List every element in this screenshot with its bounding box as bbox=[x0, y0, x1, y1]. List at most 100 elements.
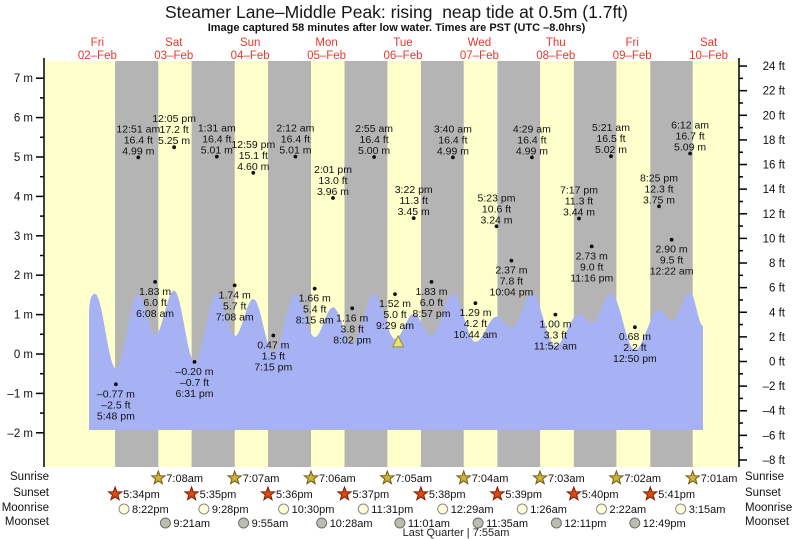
axis-tick-label: 4 ft bbox=[769, 307, 786, 319]
low-tide-label: 1.52 m 5.0 ft 9:29 am bbox=[376, 298, 414, 332]
axis-tick-label: 10 ft bbox=[763, 233, 786, 245]
axis-tick-label: 18 ft bbox=[763, 135, 786, 147]
right-axis: 24 ft 22 ft 20 ft 18 ft 16 ft 14 ft 12 ft 10 ft… bbox=[738, 58, 786, 467]
sunrise-icon bbox=[532, 469, 549, 485]
axis-tick-label: 6 ft bbox=[769, 283, 786, 295]
tide-event-dot bbox=[251, 170, 256, 175]
high-tide-label: 8:25 pm 12.3 ft 3.75 m bbox=[640, 172, 678, 206]
tide-event-dot bbox=[114, 382, 118, 387]
low-tide-label: 1.00 m 3.3 ft 11:52 am bbox=[534, 319, 577, 353]
low-tide-label: –0.20 m –0.7 ft 6:31 pm bbox=[176, 366, 214, 400]
axis-tick-label: 8 ft bbox=[769, 258, 786, 270]
moonrise-row-label-left: Moonrise bbox=[1, 502, 49, 514]
moonrise-time: 8:22pm bbox=[132, 504, 169, 516]
sunset-time: 5:35pm bbox=[200, 489, 237, 501]
tide-event-dot bbox=[372, 155, 376, 159]
moonset-icon bbox=[394, 517, 406, 529]
moonrise-icon bbox=[596, 503, 607, 515]
tide-curve bbox=[89, 290, 703, 430]
tide-event-dot bbox=[429, 280, 434, 284]
sunrise-time: 7:03am bbox=[548, 473, 585, 485]
date-header: Tue 06–Feb bbox=[383, 37, 423, 62]
moonrise-time: 10:30pm bbox=[292, 504, 335, 516]
axis-tick-label: 14 ft bbox=[763, 184, 786, 196]
moonset-icon bbox=[159, 517, 171, 529]
moonrise-icon bbox=[516, 503, 528, 515]
moonrise-icon bbox=[278, 503, 290, 515]
sunrise-icon bbox=[379, 469, 396, 485]
axis-tick-label: –2 m bbox=[7, 428, 33, 440]
sunrise-time: 7:05am bbox=[395, 473, 432, 485]
tide-event-dot bbox=[633, 325, 637, 330]
date-header: Sun 04–Feb bbox=[230, 37, 270, 62]
tide-event-dot bbox=[232, 283, 237, 288]
sunset-icon bbox=[107, 485, 124, 501]
tide-event-dot bbox=[172, 145, 177, 150]
sunset-time: 5:41pm bbox=[658, 489, 695, 501]
low-tide-label: –0.77 m –2.5 ft 5:48 pm bbox=[97, 388, 135, 422]
sunrise-icon bbox=[684, 469, 701, 485]
high-tide-label: 12:59 pm 15.1 ft 4.60 m bbox=[231, 139, 275, 173]
date-header: Mon 05–Feb bbox=[307, 37, 347, 62]
chart-subtitle: Image captured 58 minutes after low wate… bbox=[207, 22, 586, 34]
low-tide-label: 1.66 m 5.4 ft 8:15 am bbox=[296, 293, 334, 327]
tide-event-dot bbox=[331, 196, 335, 200]
axis-tick-label: –1 m bbox=[7, 388, 33, 400]
axis-tick-label: –6 ft bbox=[763, 430, 786, 442]
high-tide-label: 2:12 am 16.4 ft 5.01 m bbox=[276, 123, 314, 157]
low-tide-label: 1.16 m 3.8 ft 8:02 pm bbox=[333, 312, 371, 346]
low-tide-label: 0.47 m 1.5 ft 7:15 pm bbox=[254, 340, 292, 374]
sunset-icon bbox=[642, 485, 659, 501]
moon-phase-label: Last Quarter | 7:55am bbox=[402, 527, 510, 539]
sunrise-icon bbox=[302, 469, 320, 485]
tide-event-dot bbox=[473, 301, 478, 306]
moonrise-time: 2:22am bbox=[610, 504, 647, 516]
sunrise-icon bbox=[150, 469, 167, 485]
date-header: Thu 08–Feb bbox=[536, 37, 576, 62]
high-tide-label: 1:31 am 16.4 ft 5.01 m bbox=[198, 123, 236, 157]
tide-event-dot bbox=[312, 286, 317, 291]
tide-event-dot bbox=[589, 244, 594, 249]
sunrise-time: 7:04am bbox=[472, 473, 509, 485]
high-tide-label: 3:40 am 16.4 ft 4.99 m bbox=[434, 123, 472, 157]
axis-tick-label: 6 m bbox=[14, 113, 33, 125]
date-header: Fri 02–Feb bbox=[77, 37, 117, 62]
moonrise-time: 1:26am bbox=[530, 504, 567, 516]
sunset-time: 5:39pm bbox=[505, 489, 542, 501]
tide-event-dot bbox=[393, 292, 397, 296]
chart-title: Steamer Lane–Middle Peak: rising neap ti… bbox=[164, 2, 629, 22]
axis-tick-label: –8 ft bbox=[763, 455, 786, 467]
moonset-time: 9:21am bbox=[173, 518, 210, 530]
high-tide-label: 4:29 am 16.4 ft 4.99 m bbox=[513, 123, 551, 157]
moonset-row-label-right: Moonset bbox=[745, 516, 790, 528]
tide-event-dot bbox=[609, 154, 613, 159]
moonset-icon bbox=[550, 517, 562, 529]
date-header: Sat 10–Feb bbox=[689, 37, 729, 62]
sunset-time: 5:38pm bbox=[429, 489, 466, 501]
sunrise-icon bbox=[455, 469, 472, 485]
moonset-time: 11:01am bbox=[408, 518, 450, 530]
axis-tick-label: 1 m bbox=[14, 310, 33, 322]
axis-tick-label: –2 ft bbox=[763, 381, 786, 393]
axis-tick-label: 2 m bbox=[14, 270, 33, 282]
moonset-row-label-left: Moonset bbox=[4, 516, 49, 528]
tide-event-dot bbox=[411, 216, 416, 221]
sunrise-time: 7:08am bbox=[166, 473, 203, 485]
high-tide-label: 5:21 am 16.5 ft 5.02 m bbox=[592, 122, 630, 156]
tide-event-dot bbox=[494, 224, 499, 229]
low-tide-label: 2.73 m 9.0 ft 11:16 pm bbox=[570, 250, 613, 284]
date-header: Sat 03–Feb bbox=[154, 37, 194, 62]
tide-event-dot bbox=[509, 258, 514, 263]
axis-tick-label: 16 ft bbox=[763, 160, 786, 172]
moonset-time: 12:11pm bbox=[564, 518, 606, 530]
high-tide-label: 2:55 am 16.4 ft 5.00 m bbox=[355, 123, 393, 157]
high-tide-label: 12:51 am 16.4 ft 4.99 m bbox=[116, 123, 160, 157]
tide-event-dot bbox=[553, 312, 558, 317]
axis-tick-label: –4 ft bbox=[763, 406, 786, 418]
sunrise-time: 7:07am bbox=[243, 473, 280, 485]
axis-tick-label: 22 ft bbox=[763, 86, 786, 98]
moonrise-icon bbox=[198, 503, 210, 515]
tide-event-dot bbox=[350, 306, 355, 311]
tide-event-dot bbox=[577, 216, 581, 221]
